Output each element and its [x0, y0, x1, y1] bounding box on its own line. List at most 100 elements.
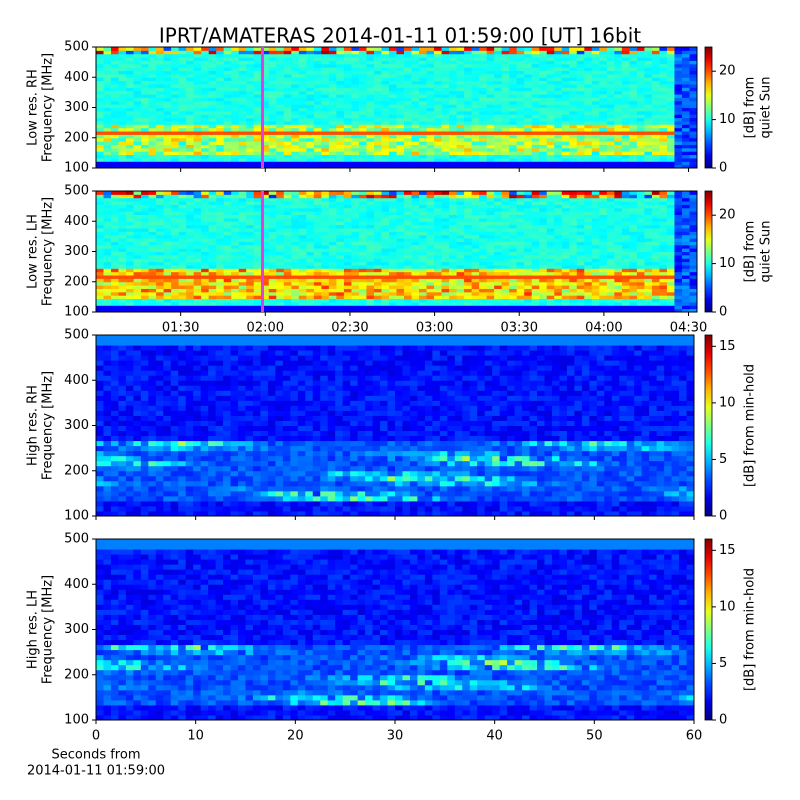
heatmap-cell — [171, 258, 180, 263]
heatmap-cell — [554, 73, 563, 78]
heatmap-cell — [366, 67, 375, 72]
heatmap-cell — [614, 157, 623, 162]
heatmap-cell — [96, 124, 105, 129]
heatmap-cell — [501, 291, 510, 296]
heatmap-cell — [486, 248, 495, 252]
heatmap-cell — [411, 97, 420, 102]
heatmap-cell — [171, 261, 180, 266]
heatmap-cell — [313, 131, 322, 135]
heatmap-cell — [388, 291, 397, 296]
heatmap-cell — [111, 134, 120, 139]
heatmap-cell — [449, 261, 458, 266]
heatmap-cell — [546, 94, 555, 98]
heatmap-cell — [396, 127, 405, 132]
heatmap-cell — [404, 151, 413, 156]
heatmap-cell — [509, 194, 518, 199]
colorbar-label: [dB] from — [743, 77, 758, 139]
heatmap-cell — [223, 124, 232, 129]
heatmap-cell — [516, 107, 525, 112]
heatmap-cell — [674, 73, 683, 78]
heatmap-cell — [509, 295, 518, 300]
heatmap-cell — [291, 298, 300, 303]
heatmap-cell — [223, 114, 232, 119]
heatmap-cell — [366, 110, 375, 115]
heatmap-cell — [501, 137, 510, 142]
heatmap-cell — [531, 97, 540, 102]
heatmap-cell — [509, 80, 518, 85]
heatmap-cell — [501, 271, 510, 276]
heatmap-cell — [419, 50, 428, 55]
heatmap-cell — [283, 238, 292, 242]
heatmap-cell — [396, 275, 405, 279]
heatmap-cell — [479, 120, 488, 125]
heatmap-cell — [283, 258, 292, 263]
heatmap-cell — [373, 227, 382, 232]
heatmap-cell — [358, 94, 367, 98]
heatmap-cell — [471, 197, 480, 202]
heatmap-cell — [156, 214, 165, 219]
heatmap-cell — [156, 53, 165, 58]
heatmap-cell — [449, 271, 458, 276]
heatmap-cell — [396, 94, 405, 98]
heatmap-cell — [666, 80, 675, 85]
heatmap-cell — [373, 70, 382, 75]
heatmap-cell — [358, 70, 367, 75]
heatmap-cell — [298, 221, 307, 226]
heatmap-cell — [118, 63, 127, 68]
heatmap-cell — [201, 221, 210, 226]
heatmap-cell — [231, 107, 240, 112]
heatmap-cell — [351, 291, 360, 296]
heatmap-cell — [133, 241, 142, 246]
heatmap-cell — [268, 83, 277, 88]
heatmap-cell — [531, 83, 540, 88]
heatmap-cell — [298, 104, 307, 108]
heatmap-cell — [464, 80, 473, 85]
heatmap-cell — [103, 137, 112, 142]
heatmap-cell — [171, 124, 180, 129]
heatmap-cell — [103, 217, 112, 222]
heatmap-cell — [381, 268, 390, 273]
heatmap-cell — [156, 288, 165, 293]
heatmap-cell — [441, 197, 450, 202]
heatmap-cell — [471, 60, 480, 65]
heatmap-cell — [569, 90, 578, 95]
heatmap-cell — [404, 134, 413, 139]
heatmap-cell — [434, 194, 443, 199]
heatmap-cell — [306, 137, 315, 142]
heatmap-cell — [358, 298, 367, 303]
heatmap-cell — [246, 234, 255, 239]
heatmap-cell — [516, 248, 525, 252]
heatmap-cell — [569, 120, 578, 125]
heatmap-cell — [163, 251, 172, 256]
heatmap-cell — [366, 80, 375, 85]
heatmap-cell — [426, 110, 435, 115]
heatmap-cell — [456, 224, 465, 229]
heatmap-cell — [358, 63, 367, 68]
heatmap-cell — [343, 110, 352, 115]
heatmap-cell — [186, 97, 195, 102]
heatmap-cell — [411, 164, 420, 169]
heatmap-cell — [479, 207, 488, 212]
heatmap-cell — [208, 275, 217, 279]
heatmap-cell — [208, 124, 217, 129]
heatmap-cell — [644, 110, 653, 115]
heatmap-cell — [141, 201, 150, 205]
heatmap-cell — [531, 151, 540, 156]
heatmap-cell — [268, 147, 277, 152]
heatmap-cell — [163, 261, 172, 266]
heatmap-cell — [103, 201, 112, 205]
heatmap-cell — [328, 83, 337, 88]
heatmap-cell — [456, 97, 465, 102]
heatmap-cell — [449, 144, 458, 149]
heatmap-cell — [479, 278, 488, 283]
heatmap-cell — [141, 261, 150, 266]
heatmap-cell — [689, 120, 698, 125]
heatmap-cell — [621, 144, 630, 149]
heatmap-cell — [486, 308, 495, 313]
heatmap-cell — [291, 70, 300, 75]
heatmap-cell — [464, 73, 473, 78]
heatmap-cell — [321, 194, 330, 199]
heatmap-cell — [291, 221, 300, 226]
heatmap-cell — [231, 154, 240, 159]
heatmap-cell — [208, 47, 217, 51]
